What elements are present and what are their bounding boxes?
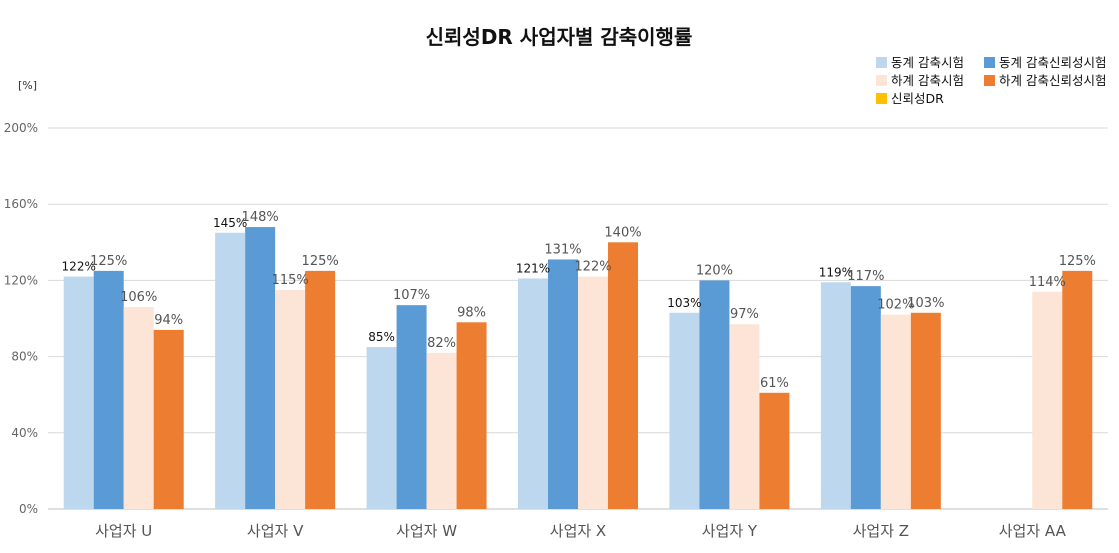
data-label: 117% — [847, 269, 884, 284]
y-tick-label: 160% — [4, 197, 38, 211]
bars — [63, 227, 1093, 510]
data-label: 120% — [696, 263, 733, 278]
legend-entry: 동계 감축시험 — [891, 55, 964, 70]
data-label: 82% — [427, 336, 456, 351]
data-labels: 122%125%106%94%145%148%115%125%85%107%82… — [62, 210, 1096, 391]
legend-entry: 하계 감축시험 — [891, 73, 964, 88]
bar — [245, 227, 276, 509]
data-label: 125% — [90, 254, 127, 269]
bar — [305, 270, 336, 509]
bar — [880, 314, 911, 509]
data-label: 122% — [62, 260, 96, 274]
data-label: 125% — [302, 254, 339, 269]
axes: 0% 40% 80% 120% 160% 200% 사업자 U 사업자 V 사업자 W 사업자 X… — [4, 121, 1067, 540]
x-category-label: 사업자 Y — [702, 522, 758, 540]
bar — [578, 276, 608, 509]
data-label: 131% — [544, 242, 581, 257]
legend-swatch — [984, 57, 995, 68]
legend-entry: 신뢰성DR — [891, 91, 944, 106]
bar — [699, 280, 730, 509]
x-category-label: 사업자 W — [396, 522, 457, 540]
y-tick-label: 120% — [4, 273, 38, 287]
chart-title: 신뢰성DR 사업자별 감축이행률 — [426, 25, 693, 49]
x-category-label: 사업자 Z — [853, 522, 909, 540]
data-label: 61% — [760, 376, 789, 391]
bar — [366, 347, 397, 509]
data-label: 140% — [604, 225, 641, 240]
y-axis-unit-label: [%] — [18, 79, 37, 92]
data-label: 125% — [1059, 254, 1096, 269]
bar — [820, 282, 851, 509]
bar — [548, 259, 578, 509]
bar — [123, 307, 154, 509]
data-label: 103% — [667, 296, 701, 310]
y-tick-label: 80% — [11, 350, 38, 364]
bar — [456, 322, 487, 509]
bar — [426, 352, 457, 509]
legend-swatch — [876, 75, 887, 86]
y-tick-label: 40% — [11, 426, 38, 440]
bar — [518, 278, 548, 509]
x-category-label: 사업자 U — [95, 522, 152, 540]
data-label: 115% — [272, 273, 309, 288]
data-label: 98% — [457, 305, 486, 320]
bar — [63, 276, 94, 509]
data-label: 148% — [242, 210, 279, 225]
y-tick-label: 0% — [19, 502, 38, 516]
bar — [215, 232, 246, 509]
x-category-label: 사업자 X — [550, 522, 606, 540]
bar — [1032, 291, 1063, 509]
bar — [669, 312, 700, 509]
bar — [729, 324, 760, 509]
data-label: 94% — [154, 313, 183, 328]
data-label: 114% — [1029, 275, 1066, 290]
bar — [608, 242, 638, 510]
data-label: 103% — [907, 296, 944, 311]
legend-swatch — [876, 57, 887, 68]
legend-entry: 동계 감축신뢰성시험 — [999, 55, 1106, 70]
data-label: 119% — [819, 265, 853, 279]
bar — [1062, 270, 1093, 509]
legend-entry: 하계 감축신뢰성시험 — [999, 73, 1106, 88]
bar — [93, 270, 124, 509]
y-tick-label: 200% — [4, 121, 38, 135]
data-label: 97% — [730, 307, 759, 322]
bar — [759, 392, 790, 509]
bar — [153, 329, 184, 509]
data-label: 122% — [574, 260, 611, 275]
data-label: 85% — [368, 330, 395, 344]
bar — [910, 312, 941, 509]
legend-swatch — [984, 75, 995, 86]
x-category-label: 사업자 AA — [999, 522, 1067, 540]
data-label: 102% — [877, 298, 914, 313]
data-label: 106% — [120, 290, 157, 305]
legend-swatch — [876, 93, 887, 104]
data-label: 107% — [393, 288, 430, 303]
x-category-label: 사업자 V — [247, 522, 304, 540]
bar — [396, 305, 427, 509]
bar — [275, 289, 306, 509]
bar — [850, 286, 881, 509]
data-label: 145% — [213, 216, 247, 230]
data-label: 121% — [516, 261, 550, 275]
